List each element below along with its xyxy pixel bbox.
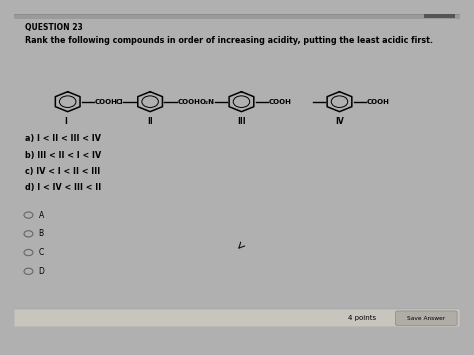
Text: A: A bbox=[39, 211, 44, 220]
Text: COOH: COOH bbox=[95, 99, 118, 105]
FancyBboxPatch shape bbox=[424, 10, 456, 18]
Text: O₂N: O₂N bbox=[199, 99, 214, 105]
Text: D: D bbox=[39, 267, 45, 276]
Text: d) I < IV < III < II: d) I < IV < III < II bbox=[25, 183, 101, 192]
Text: b) III < II < I < IV: b) III < II < I < IV bbox=[25, 151, 101, 160]
Text: C: C bbox=[39, 248, 44, 257]
Text: B: B bbox=[39, 229, 44, 238]
Text: II: II bbox=[147, 117, 153, 126]
Text: 4 points: 4 points bbox=[348, 315, 376, 321]
Text: COOH: COOH bbox=[367, 99, 390, 105]
Text: QUESTION 23: QUESTION 23 bbox=[25, 23, 83, 32]
Text: c) IV < I < II < III: c) IV < I < II < III bbox=[25, 167, 100, 176]
FancyBboxPatch shape bbox=[14, 10, 460, 19]
FancyBboxPatch shape bbox=[14, 310, 460, 327]
Text: COOH: COOH bbox=[269, 99, 292, 105]
Text: a) I < II < III < IV: a) I < II < III < IV bbox=[25, 135, 101, 143]
Text: IV: IV bbox=[335, 117, 344, 126]
Text: Cl: Cl bbox=[115, 99, 123, 105]
Text: Save Answer: Save Answer bbox=[407, 316, 446, 321]
Text: COOH: COOH bbox=[177, 99, 200, 105]
Text: Rank the following compounds in order of increasing acidity, putting the least a: Rank the following compounds in order of… bbox=[25, 36, 433, 45]
Text: III: III bbox=[237, 117, 246, 126]
FancyBboxPatch shape bbox=[396, 311, 457, 325]
Text: I: I bbox=[64, 117, 67, 126]
